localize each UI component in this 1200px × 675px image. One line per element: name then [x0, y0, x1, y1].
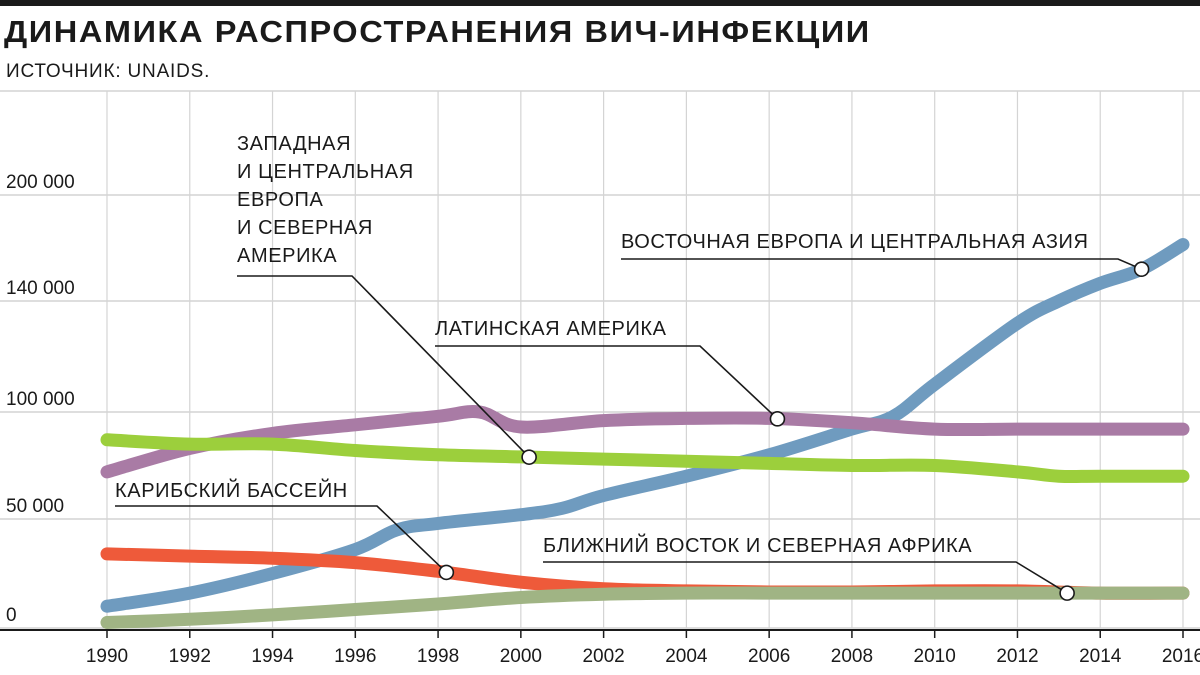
leader-line — [115, 505, 447, 573]
label-wce-na: И СЕВЕРНАЯ — [237, 217, 373, 239]
leader-line — [435, 345, 778, 420]
top-rule — [0, 0, 1200, 6]
x-tick-label: 2016 — [1162, 646, 1200, 667]
x-tick-label: 2008 — [831, 646, 873, 667]
label-mena: БЛИЖНИЙ ВОСТОК И СЕВЕРНАЯ АФРИКА — [543, 533, 972, 557]
x-tick-label: 2012 — [996, 646, 1038, 667]
y-tick-label: 0 — [6, 605, 17, 626]
x-tick-label: 1990 — [86, 646, 128, 667]
label-wce-na: ЗАПАДНАЯ — [237, 133, 351, 155]
y-tick-label: 140 000 — [6, 278, 75, 299]
series-marker — [438, 564, 455, 581]
leader-line — [621, 258, 1142, 270]
series-wce-na-line — [100, 433, 1190, 484]
x-tick-label: 2004 — [665, 646, 708, 667]
series-marker — [521, 449, 537, 465]
x-tick-label: 1998 — [417, 646, 459, 667]
series-latin-america-line — [100, 405, 1190, 479]
label-eeca: ВОСТОЧНАЯ ЕВРОПА И ЦЕНТРАЛЬНАЯ АЗИЯ — [621, 231, 1089, 253]
x-tick-label: 2002 — [582, 646, 624, 667]
label-latin-america: ЛАТИНСКАЯ АМЕРИКА — [435, 318, 667, 340]
x-tick-label: 2006 — [748, 646, 790, 667]
chart-title: ДИНАМИКА РАСПРОСТРАНЕНИЯ ВИЧ-ИНФЕКЦИИ — [4, 14, 871, 49]
series-marker — [1059, 585, 1075, 601]
x-tick-label: 1994 — [251, 646, 294, 667]
x-tick-label: 2010 — [914, 646, 956, 667]
chart-source: ИСТОЧНИК: UNAIDS. — [6, 61, 211, 82]
y-tick-label: 50 000 — [6, 496, 64, 517]
x-tick-label: 2014 — [1079, 646, 1122, 667]
leader-line — [543, 561, 1068, 594]
y-tick-label: 200 000 — [6, 172, 75, 193]
series-marker — [1133, 261, 1150, 278]
label-wce-na: И ЦЕНТРАЛЬНАЯ — [237, 161, 414, 183]
series-marker — [769, 411, 786, 427]
x-tick-label: 1996 — [334, 646, 376, 667]
series-mena-line — [100, 586, 1190, 629]
leader-line — [237, 275, 530, 458]
x-tick-label: 2000 — [500, 646, 542, 667]
label-wce-na: ЕВРОПА — [237, 189, 324, 211]
label-wce-na: АМЕРИКА — [237, 245, 337, 267]
y-tick-label: 100 000 — [6, 389, 75, 410]
series-eeca-line — [100, 238, 1190, 613]
x-tick-label: 1992 — [169, 646, 211, 667]
label-caribbean: КАРИБСКИЙ БАССЕЙН — [115, 478, 348, 502]
